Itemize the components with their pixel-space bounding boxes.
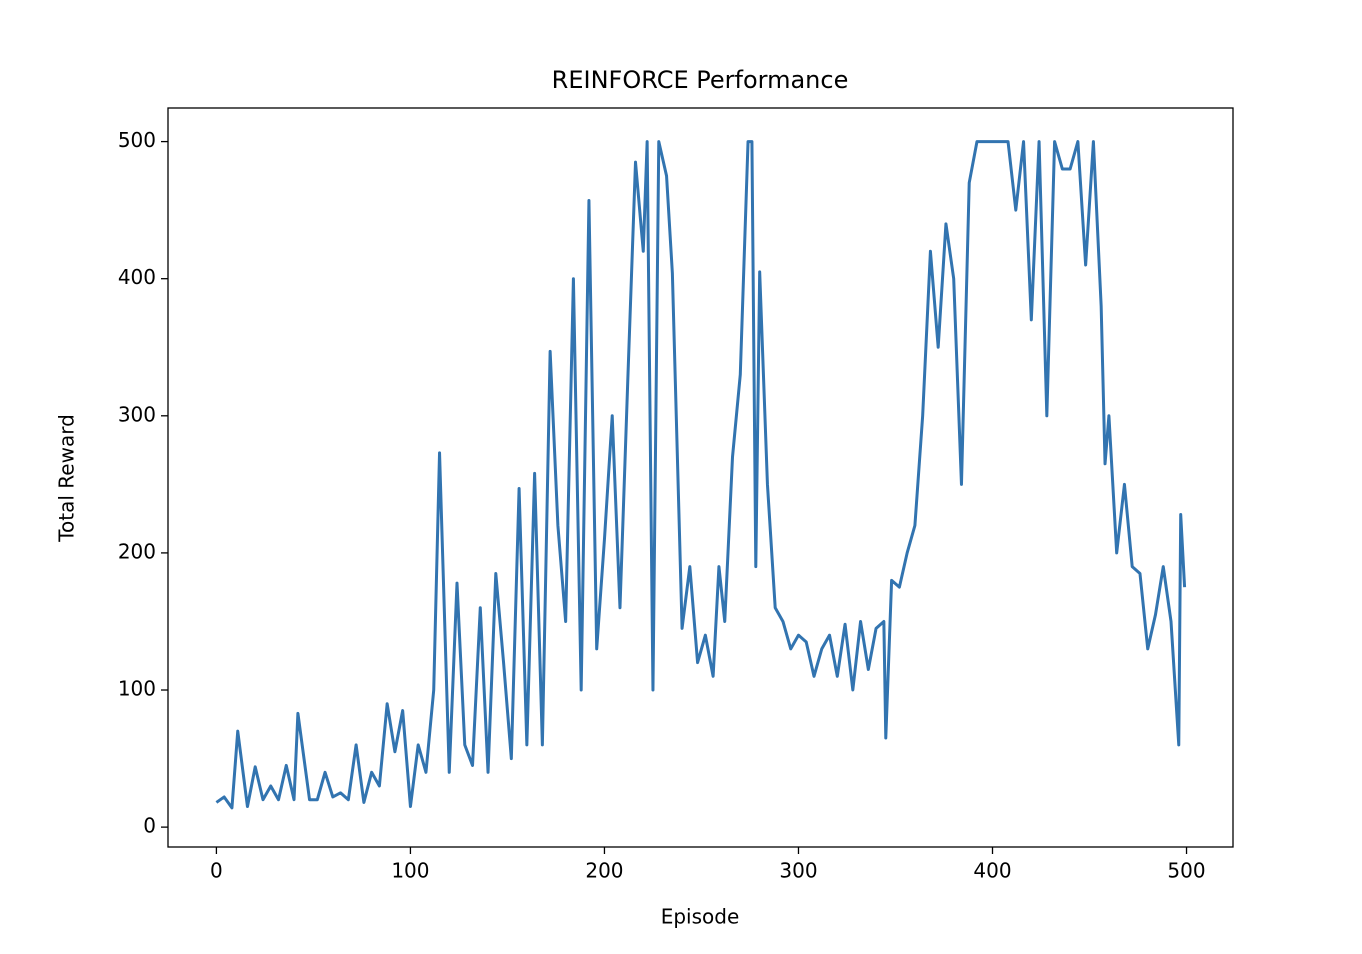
chart-title: REINFORCE Performance [552, 66, 849, 94]
y-tick-label: 400 [118, 265, 156, 289]
y-tick-label: 200 [118, 539, 156, 563]
y-tick-label: 500 [118, 128, 156, 152]
x-tick-label: 100 [391, 859, 429, 883]
x-tick-label: 500 [1167, 859, 1205, 883]
y-axis-label: Total Reward [55, 414, 79, 543]
plot-frame [167, 107, 1234, 848]
x-tick-label: 400 [973, 859, 1011, 883]
y-tick-label: 0 [143, 814, 156, 838]
x-tick-label: 200 [585, 859, 623, 883]
y-tick-label: 300 [118, 402, 156, 426]
x-axis-label: Episode [661, 905, 740, 929]
y-tick-label: 100 [118, 677, 156, 701]
x-tick-label: 300 [779, 859, 817, 883]
x-tick-label: 0 [210, 859, 223, 883]
data-line [215, 140, 1187, 810]
